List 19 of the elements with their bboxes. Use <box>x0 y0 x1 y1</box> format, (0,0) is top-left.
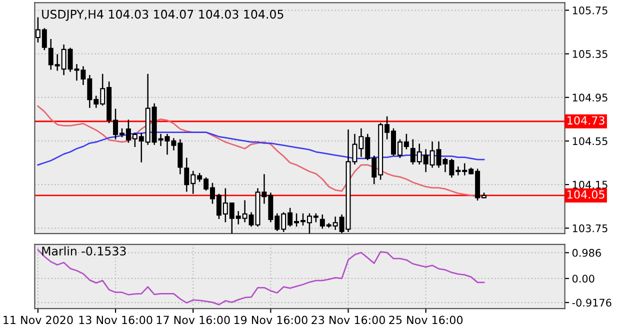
y-tick-label: 104.95 <box>572 94 608 102</box>
y-tick-label: 104.55 <box>572 137 608 146</box>
x-tick-label: 19 Nov 16:00 <box>234 316 308 324</box>
y-tick-label: 104.15 <box>572 180 608 189</box>
x-tick-label: 11 Nov 2020 <box>4 316 73 324</box>
y-tick-label: 0.986 <box>572 248 601 257</box>
ref-line-label: 104.05 <box>568 190 604 199</box>
chart-title: Marlin -0.1533 <box>42 246 126 256</box>
x-tick-label: 17 Nov 16:00 <box>156 316 230 324</box>
x-tick-label: 25 Nov 16:00 <box>389 316 463 324</box>
x-tick-label: 23 Nov 16:00 <box>312 316 385 324</box>
y-tick-label: 103.75 <box>572 224 608 232</box>
ref-line-label: 104.73 <box>568 116 604 125</box>
x-tick-label: 13 Nov 16:00 <box>79 316 152 324</box>
y-tick-label: 105.35 <box>572 50 608 58</box>
y-tick-label: 105.75 <box>572 6 608 14</box>
y-tick-label: -0.9176 <box>572 298 612 307</box>
text: USDJPY,H4 104.03 104.07 104.03 104.05 <box>42 10 284 21</box>
y-tick-label: 0.00 <box>572 274 594 283</box>
